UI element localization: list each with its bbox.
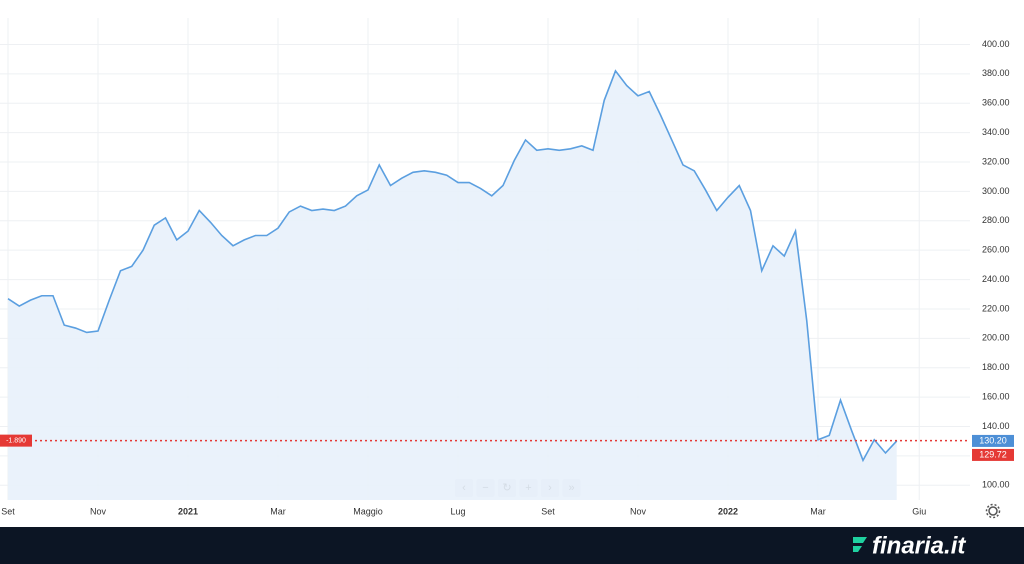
logo-mark	[853, 537, 867, 552]
brand: finaria.it	[872, 532, 966, 559]
x-tick-label: 2021	[178, 506, 198, 516]
x-tick-label: Set	[541, 506, 555, 516]
y-tick-label: 340.00	[982, 127, 1010, 137]
y-tick-label: 220.00	[982, 303, 1010, 313]
reference-price-tag	[972, 448, 1014, 461]
x-tick-label: Nov	[630, 506, 647, 516]
x-tick-label: Giu	[912, 506, 926, 516]
y-tick-label: 240.00	[982, 274, 1010, 284]
y-tick-label: 320.00	[982, 156, 1010, 166]
x-tick-label: Mar	[810, 506, 826, 516]
footer	[0, 527, 1024, 564]
y-tick-label: 380.00	[982, 68, 1010, 78]
reference-price-label: 129.72	[979, 449, 1007, 459]
y-tick-label: 180.00	[982, 362, 1010, 372]
price-line	[7, 69, 898, 463]
x-tick-label: Lug	[450, 506, 465, 516]
y-tick-label: 200.00	[982, 333, 1010, 343]
y-tick-label: 400.00	[982, 39, 1010, 49]
settings-icon[interactable]	[985, 503, 1001, 519]
y-tick-label: 300.00	[982, 186, 1010, 196]
x-tick-label: Set	[1, 506, 15, 516]
last-price-tag	[972, 434, 1014, 447]
y-tick-label: 160.00	[982, 392, 1010, 402]
last-price-label: 130.20	[979, 435, 1007, 445]
change-label: -1.890	[6, 437, 26, 444]
x-tick-label: Nov	[90, 506, 107, 516]
y-tick-label: 260.00	[982, 245, 1010, 255]
y-tick-label: 100.00	[982, 480, 1010, 490]
y-tick-label: 140.00	[982, 421, 1010, 431]
y-tick-label: 360.00	[982, 98, 1010, 108]
logo: finaria.it	[853, 532, 966, 559]
area	[8, 70, 897, 500]
change-tag	[0, 434, 32, 447]
x-tick-label: Maggio	[353, 506, 383, 516]
x-tick-label: 2022	[718, 506, 738, 516]
y-tick-label: 280.00	[982, 215, 1010, 225]
x-tick-label: Mar	[270, 506, 286, 516]
